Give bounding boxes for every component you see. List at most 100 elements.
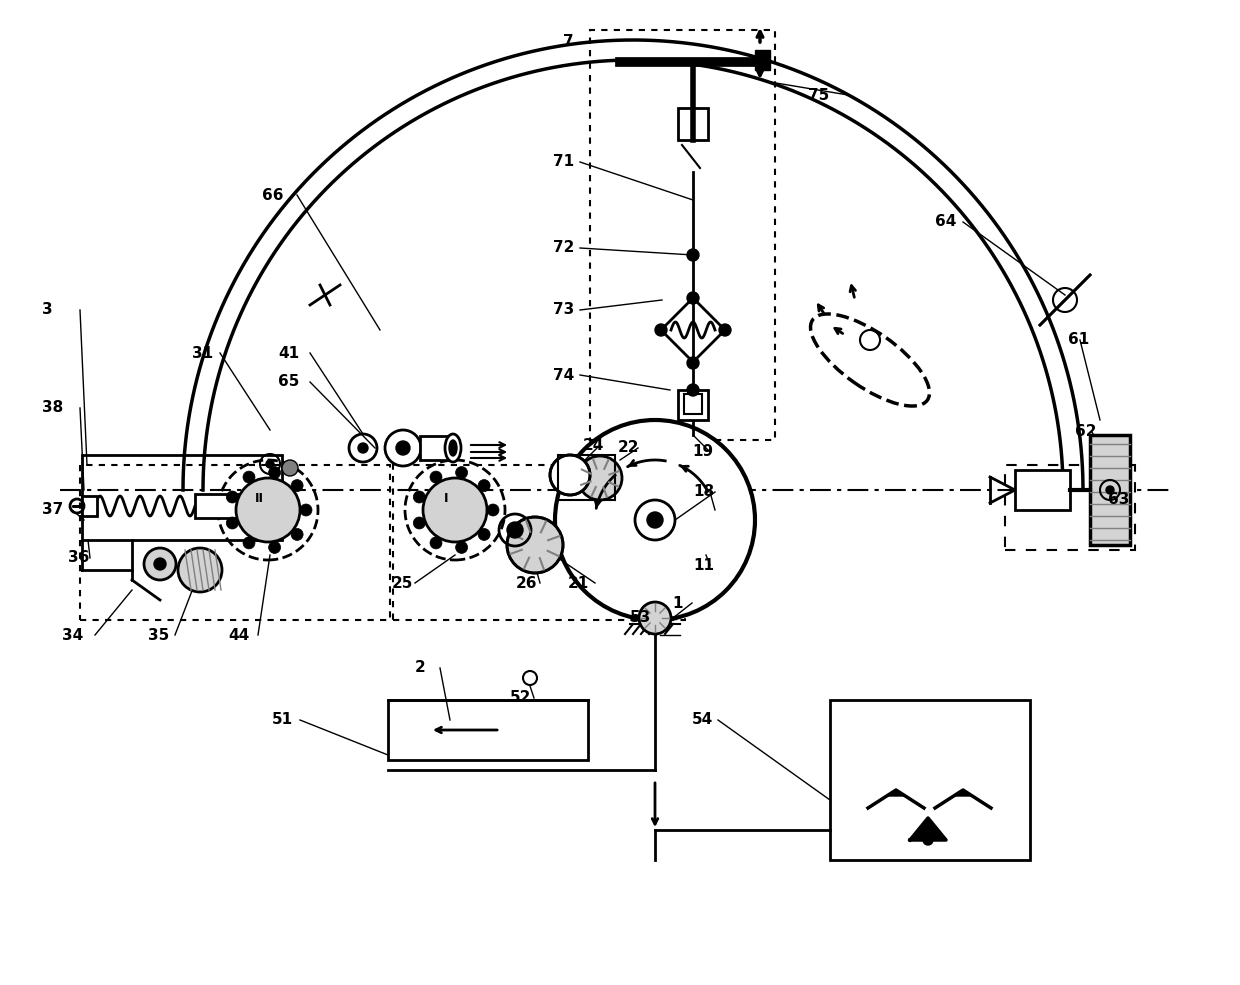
- Text: 24: 24: [583, 437, 604, 452]
- Circle shape: [423, 478, 487, 542]
- Bar: [420, 436, 455, 460]
- Circle shape: [430, 471, 441, 483]
- Polygon shape: [888, 790, 904, 796]
- Bar: [393, 465, 684, 620]
- Bar: [81, 465, 391, 620]
- Bar: [830, 700, 1030, 860]
- Text: 19: 19: [692, 444, 713, 459]
- Text: 54: 54: [692, 712, 713, 728]
- Bar: [82, 496, 97, 516]
- Circle shape: [507, 522, 523, 538]
- Text: 52: 52: [510, 690, 532, 705]
- Circle shape: [413, 517, 425, 529]
- Circle shape: [226, 491, 238, 503]
- Bar: [388, 700, 588, 760]
- Circle shape: [269, 467, 280, 479]
- Circle shape: [556, 420, 755, 620]
- Circle shape: [578, 456, 622, 500]
- Circle shape: [430, 537, 441, 549]
- Text: 41: 41: [278, 346, 299, 361]
- Circle shape: [384, 430, 422, 466]
- Circle shape: [291, 480, 303, 492]
- Circle shape: [923, 835, 932, 845]
- Text: 1: 1: [672, 596, 682, 611]
- Circle shape: [479, 480, 490, 492]
- Circle shape: [487, 504, 498, 516]
- Bar: [1016, 470, 1070, 510]
- Circle shape: [635, 500, 675, 540]
- Text: 74: 74: [553, 367, 574, 382]
- Text: 18: 18: [693, 485, 714, 499]
- Circle shape: [479, 528, 490, 541]
- Circle shape: [396, 441, 410, 455]
- Text: 64: 64: [935, 215, 956, 230]
- Text: 21: 21: [568, 575, 589, 590]
- Circle shape: [267, 460, 274, 468]
- Circle shape: [687, 384, 699, 396]
- Text: 65: 65: [278, 374, 299, 389]
- Bar: [684, 394, 702, 414]
- Text: 63: 63: [1109, 492, 1130, 507]
- Text: 62: 62: [1075, 425, 1096, 439]
- Circle shape: [455, 542, 467, 554]
- Text: 66: 66: [262, 187, 284, 203]
- Ellipse shape: [449, 440, 458, 456]
- Text: 44: 44: [228, 627, 249, 642]
- Bar: [678, 108, 708, 140]
- Text: 2: 2: [415, 661, 425, 676]
- Circle shape: [291, 528, 303, 541]
- Circle shape: [639, 602, 671, 634]
- Text: 35: 35: [148, 627, 169, 642]
- Circle shape: [358, 443, 368, 453]
- Bar: [558, 455, 615, 500]
- Circle shape: [179, 548, 222, 592]
- Text: 34: 34: [62, 627, 83, 642]
- Text: 53: 53: [630, 611, 651, 625]
- Circle shape: [243, 537, 255, 549]
- Ellipse shape: [445, 434, 461, 462]
- Circle shape: [455, 467, 467, 479]
- Circle shape: [269, 542, 280, 554]
- Circle shape: [236, 478, 300, 542]
- Circle shape: [687, 357, 699, 369]
- Text: I: I: [444, 492, 449, 505]
- Text: 31: 31: [192, 346, 213, 361]
- Polygon shape: [955, 790, 971, 796]
- Circle shape: [154, 558, 166, 570]
- Circle shape: [551, 455, 590, 495]
- Text: 37: 37: [42, 502, 63, 517]
- Bar: [755, 50, 770, 70]
- Circle shape: [300, 504, 312, 516]
- Bar: [195, 494, 250, 518]
- Text: 3: 3: [42, 302, 52, 317]
- Circle shape: [719, 324, 732, 336]
- Circle shape: [647, 512, 663, 528]
- Text: 51: 51: [272, 712, 293, 728]
- Text: 22: 22: [618, 440, 640, 455]
- Polygon shape: [910, 818, 946, 840]
- Circle shape: [1106, 486, 1114, 494]
- Circle shape: [507, 517, 563, 573]
- Text: II: II: [255, 492, 264, 505]
- Bar: [678, 390, 708, 420]
- Circle shape: [687, 292, 699, 304]
- Text: 75: 75: [808, 88, 830, 102]
- Text: 36: 36: [68, 551, 89, 565]
- Circle shape: [687, 249, 699, 261]
- Text: 72: 72: [553, 240, 574, 255]
- Circle shape: [226, 517, 238, 529]
- Circle shape: [413, 491, 425, 503]
- Bar: [590, 30, 775, 440]
- Text: 11: 11: [693, 558, 714, 572]
- Circle shape: [655, 324, 667, 336]
- Circle shape: [281, 460, 298, 476]
- Bar: [1090, 435, 1130, 545]
- Text: 7: 7: [563, 34, 574, 49]
- Circle shape: [144, 548, 176, 580]
- Text: 25: 25: [392, 575, 413, 590]
- Text: 38: 38: [42, 401, 63, 416]
- Bar: [1004, 465, 1135, 550]
- Text: 61: 61: [1068, 333, 1089, 348]
- Text: 71: 71: [553, 155, 574, 169]
- Text: 73: 73: [553, 302, 574, 317]
